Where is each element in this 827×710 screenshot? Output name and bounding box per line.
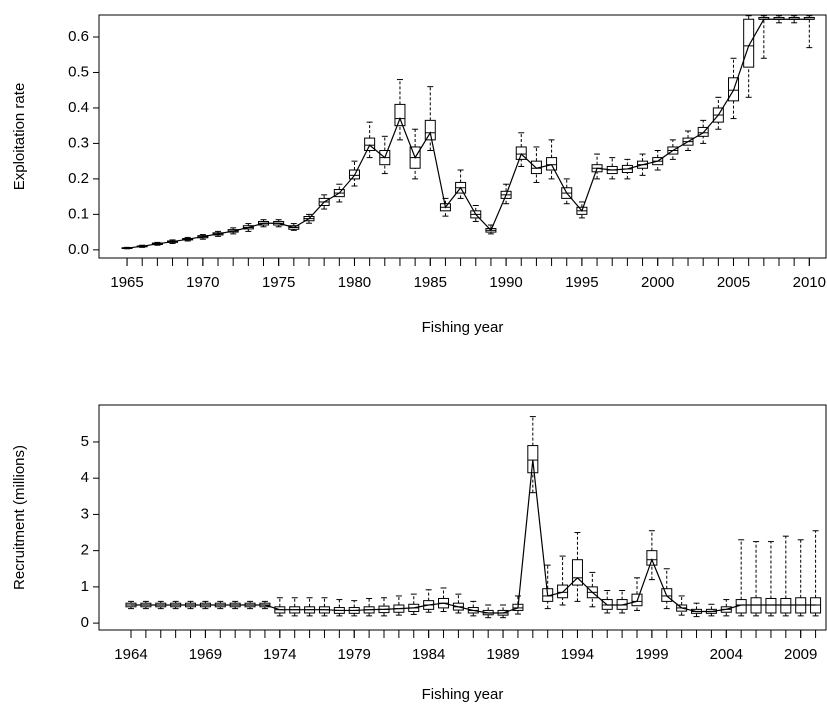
x-tick-label: 2009 [784, 646, 817, 663]
box [743, 18, 755, 68]
x-tick-label: 1974 [263, 646, 296, 663]
plot-frame [98, 404, 827, 631]
plot-frame [98, 14, 827, 259]
x-tick-label: 1985 [414, 274, 447, 291]
x-tick-label: 1990 [489, 274, 522, 291]
x-tick-label: 1980 [338, 274, 371, 291]
y-axis-title: Recruitment (millions) [11, 445, 28, 590]
y-tick-label: 0.2 [68, 170, 89, 187]
box [527, 445, 539, 474]
y-tick-label: 5 [81, 433, 89, 450]
x-tick-label: 1965 [110, 274, 143, 291]
x-tick-label: 2005 [717, 274, 750, 291]
y-tick-label: 0.6 [68, 28, 89, 45]
y-tick-label: 1 [81, 578, 89, 595]
y-tick-label: 0.4 [68, 99, 89, 116]
box [546, 157, 558, 171]
x-tick-label: 1979 [338, 646, 371, 663]
box [424, 119, 436, 141]
x-axis-title: Fishing year [422, 686, 504, 703]
y-tick-label: 0.5 [68, 63, 89, 80]
box [394, 103, 406, 127]
x-tick-label: 1989 [486, 646, 519, 663]
y-axis-title: Exploitation rate [11, 83, 28, 191]
x-axis-title: Fishing year [422, 319, 504, 336]
y-tick-label: 4 [81, 469, 89, 486]
panel: 0 1 2 3 4 5 1964 1969 1974 1979 1984 1989 1994 1999 20… [11, 404, 827, 703]
x-tick-label: 2004 [710, 646, 743, 663]
median-line [130, 460, 816, 614]
box [571, 559, 583, 586]
x-tick-label: 1984 [412, 646, 445, 663]
box [557, 584, 569, 599]
x-tick-label: 1994 [561, 646, 594, 663]
x-tick-label: 1964 [114, 646, 147, 663]
x-tick-label: 2000 [641, 274, 674, 291]
box [780, 597, 792, 614]
box [364, 137, 376, 152]
box [765, 597, 777, 614]
y-tick-label: 0.3 [68, 134, 89, 151]
y-tick-label: 0 [81, 614, 89, 631]
y-tick-label: 0.0 [68, 241, 89, 258]
panel: 0.0 0.1 0.2 0.3 0.4 0.5 0.6 1965 1970 1975 1980 198… [11, 14, 827, 336]
x-tick-label: 1975 [262, 274, 295, 291]
x-tick-label: 1999 [635, 646, 668, 663]
box [646, 550, 658, 566]
x-tick-label: 2010 [793, 274, 826, 291]
x-tick-label: 1970 [186, 274, 219, 291]
x-tick-label: 1969 [189, 646, 222, 663]
y-tick-label: 2 [81, 542, 89, 559]
box [515, 146, 527, 160]
median-line [126, 18, 810, 249]
y-tick-label: 3 [81, 505, 89, 522]
y-tick-label: 0.1 [68, 205, 89, 222]
x-tick-label: 1995 [565, 274, 598, 291]
